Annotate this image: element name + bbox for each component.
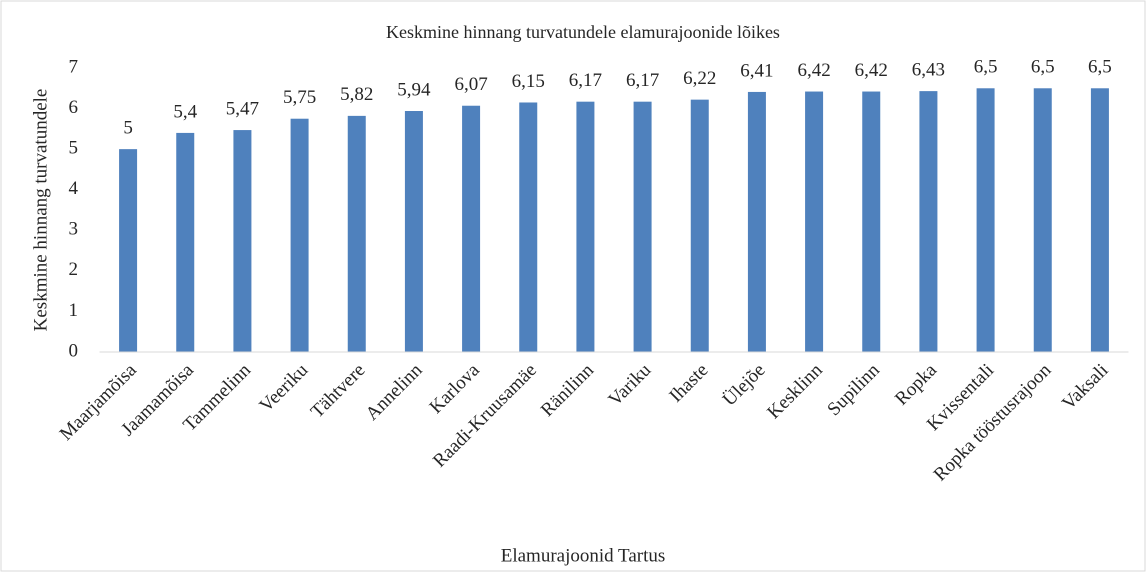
- bar: [404, 111, 423, 353]
- data-label: 6,43: [912, 59, 945, 80]
- data-label: 5,94: [397, 79, 431, 100]
- x-axis-label: Elamurajoonid Tartus: [501, 545, 666, 566]
- y-tick-label: 3: [69, 219, 79, 240]
- data-label: 5,47: [226, 98, 259, 119]
- data-label: 6,07: [454, 74, 487, 95]
- y-tick-label: 5: [69, 138, 79, 159]
- bar: [919, 91, 938, 352]
- bar: [862, 91, 881, 352]
- y-tick-label: 2: [69, 259, 79, 280]
- bar: [805, 91, 824, 352]
- y-tick-label: 7: [69, 56, 79, 77]
- bar: [976, 88, 995, 353]
- data-label: 6,22: [683, 68, 716, 89]
- y-tick-label: 0: [69, 340, 79, 361]
- bar: [1090, 88, 1109, 353]
- data-label: 5: [123, 118, 133, 139]
- bar: [347, 115, 366, 352]
- bar: [690, 99, 709, 352]
- bar: [176, 132, 195, 352]
- data-label: 6,5: [1088, 57, 1112, 78]
- y-tick-label: 1: [69, 300, 79, 321]
- data-label: 6,5: [974, 57, 998, 78]
- data-label: 6,5: [1031, 57, 1055, 78]
- y-axis-label: Keskmine hinnang turvatundele: [30, 89, 51, 332]
- bar: [290, 118, 309, 352]
- bar: [747, 91, 766, 353]
- chart-title: Keskmine hinnang turvatundele elamurajoo…: [386, 22, 780, 42]
- bar: [462, 105, 481, 352]
- y-tick-label: 4: [69, 178, 79, 199]
- bar: [633, 101, 652, 352]
- data-label: 6,42: [797, 60, 830, 81]
- bar: [576, 101, 595, 352]
- data-label: 6,15: [512, 71, 545, 92]
- data-label: 5,4: [173, 101, 197, 122]
- data-label: 6,17: [626, 70, 659, 91]
- data-label: 5,82: [340, 84, 373, 105]
- data-label: 5,75: [283, 87, 316, 108]
- bar: [1033, 88, 1052, 353]
- data-label: 6,41: [740, 60, 773, 81]
- data-label: 6,17: [569, 70, 602, 91]
- bar: [519, 102, 538, 352]
- bar: [233, 130, 252, 352]
- data-label: 6,42: [855, 60, 888, 81]
- y-tick-label: 6: [69, 97, 79, 118]
- bar: [119, 149, 138, 352]
